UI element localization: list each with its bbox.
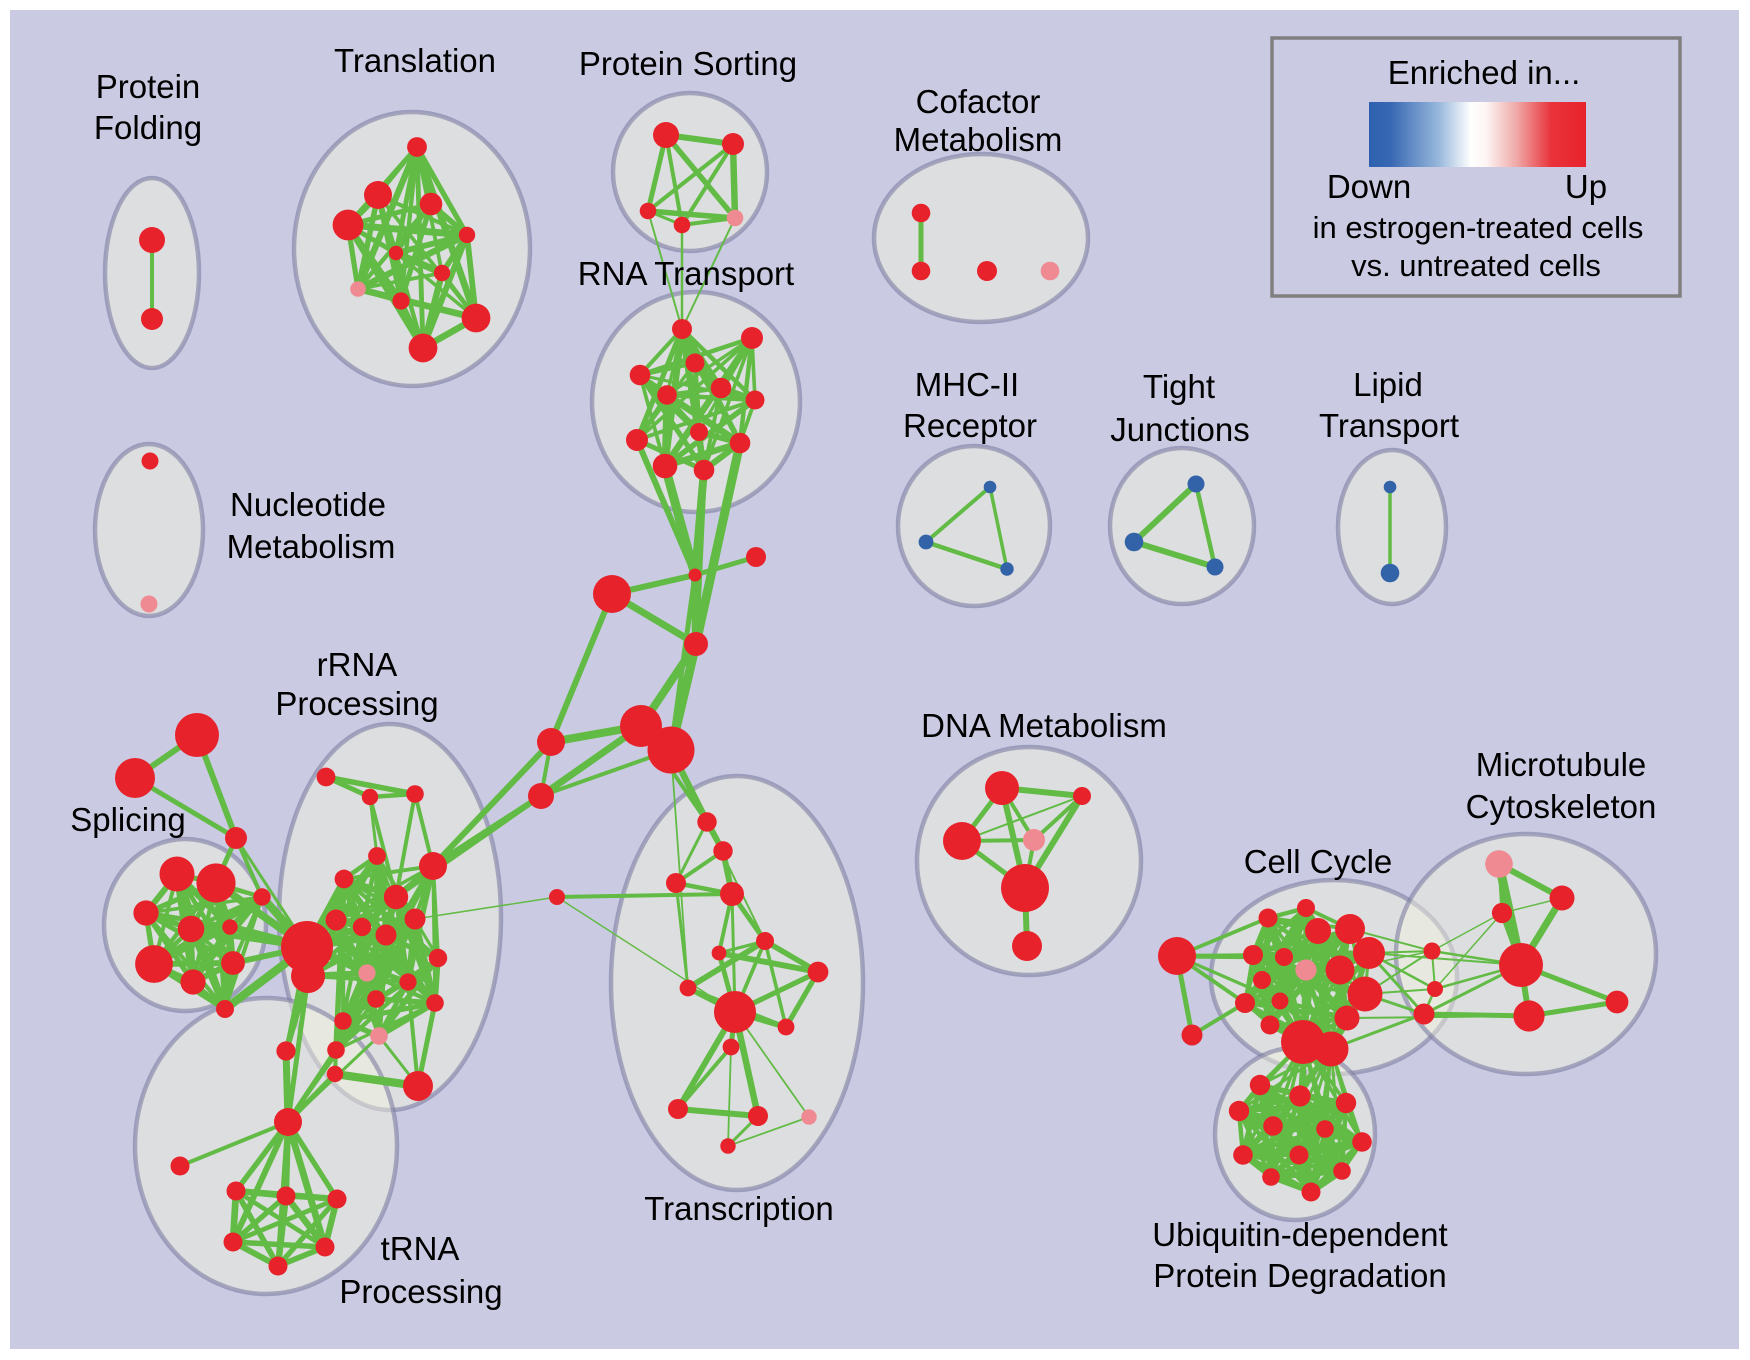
svg-text:Splicing: Splicing (70, 801, 186, 838)
svg-text:Protein Degradation: Protein Degradation (1153, 1257, 1447, 1294)
svg-text:Cell Cycle: Cell Cycle (1244, 843, 1393, 880)
svg-text:Translation: Translation (334, 42, 496, 79)
svg-text:Up: Up (1565, 168, 1607, 205)
svg-text:Receptor: Receptor (903, 407, 1037, 444)
svg-text:Tight: Tight (1143, 368, 1215, 405)
svg-text:Down: Down (1327, 168, 1411, 205)
svg-text:Protein Sorting: Protein Sorting (579, 45, 797, 82)
svg-text:Ubiquitin-dependent: Ubiquitin-dependent (1152, 1216, 1447, 1253)
svg-text:Microtubule: Microtubule (1476, 746, 1647, 783)
svg-text:Nucleotide: Nucleotide (230, 486, 386, 523)
svg-text:Protein: Protein (96, 68, 201, 105)
svg-text:Cytoskeleton: Cytoskeleton (1466, 788, 1657, 825)
svg-text:Cofactor: Cofactor (916, 83, 1041, 120)
svg-text:Folding: Folding (94, 109, 202, 146)
svg-text:Metabolism: Metabolism (227, 528, 396, 565)
svg-text:Metabolism: Metabolism (894, 121, 1063, 158)
svg-text:Transcription: Transcription (644, 1190, 834, 1227)
svg-text:tRNA: tRNA (381, 1230, 460, 1267)
svg-text:Processing: Processing (275, 685, 438, 722)
svg-text:DNA Metabolism: DNA Metabolism (921, 707, 1167, 744)
svg-text:rRNA: rRNA (317, 646, 398, 683)
svg-text:Processing: Processing (339, 1273, 502, 1310)
svg-text:Junctions: Junctions (1110, 411, 1249, 448)
svg-text:RNA Transport: RNA Transport (578, 255, 794, 292)
svg-text:Enriched in...: Enriched in... (1388, 54, 1581, 91)
svg-text:Lipid: Lipid (1353, 366, 1423, 403)
svg-text:Transport: Transport (1319, 407, 1459, 444)
svg-text:vs. untreated cells: vs. untreated cells (1351, 248, 1601, 283)
svg-text:MHC-II: MHC-II (915, 366, 1019, 403)
svg-text:in estrogen-treated cells: in estrogen-treated cells (1313, 210, 1644, 245)
